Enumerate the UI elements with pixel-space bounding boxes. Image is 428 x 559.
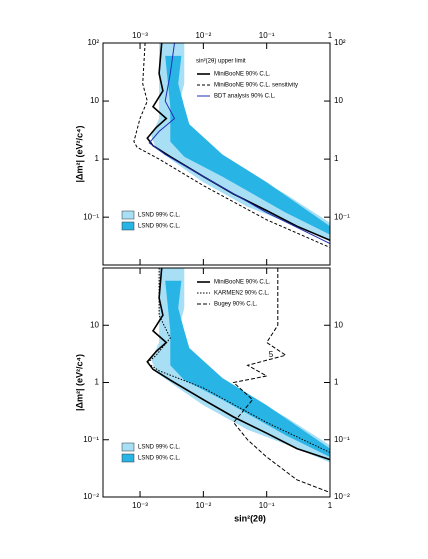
y-tick-label: 10 bbox=[90, 96, 99, 105]
y-tick-label: 10⁻¹ bbox=[83, 212, 99, 221]
legend-label: LSND 90% C.L. bbox=[138, 456, 181, 462]
y-tick-label: 1 bbox=[334, 154, 339, 163]
legend-label: MiniBooNE 90% C.L. sensitivity bbox=[214, 83, 298, 89]
y-tick-label: 10² bbox=[334, 38, 346, 47]
x-tick-label: 10⁻² bbox=[195, 501, 211, 510]
y-tick-label: 10⁻² bbox=[83, 492, 99, 501]
y-tick-label: 1 bbox=[95, 154, 100, 163]
legend-swatch bbox=[121, 210, 135, 220]
legend-label: BDT analysis 90% C.L. bbox=[214, 94, 276, 100]
plot-area bbox=[133, 43, 330, 248]
limit-curve bbox=[146, 268, 330, 453]
y-axis-label: |Δm²| (eV²/c⁴) bbox=[74, 126, 84, 183]
y-tick-label: 10⁻¹ bbox=[83, 435, 99, 444]
y-tick-label: 10⁻² bbox=[334, 492, 350, 501]
x-axis-label: sin²(2θ) bbox=[234, 513, 266, 523]
limit-curve bbox=[146, 268, 330, 461]
y-tick-label: 10² bbox=[87, 38, 99, 47]
legend-label: MiniBooNE 90% C.L. bbox=[214, 72, 271, 78]
y-tick-label: 10 bbox=[334, 96, 343, 105]
annotation: 5 bbox=[269, 350, 274, 359]
x-tick-label: 10⁻² bbox=[195, 31, 211, 40]
y-tick-label: 10 bbox=[90, 320, 99, 329]
limit-curve bbox=[133, 43, 330, 248]
x-tick-label: 10⁻¹ bbox=[259, 501, 275, 510]
x-tick-label: 1 bbox=[328, 501, 333, 510]
limit-curve bbox=[232, 268, 330, 493]
legend-swatch bbox=[121, 453, 135, 463]
legend-swatch bbox=[121, 221, 135, 231]
y-axis-label: |Δm²| (eV²/c⁴) bbox=[74, 354, 84, 411]
legend-label: LSND 90% C.L. bbox=[138, 224, 181, 230]
x-tick-label: 10⁻¹ bbox=[259, 31, 275, 40]
x-tick-label: 10⁻³ bbox=[132, 31, 148, 40]
legend-label: Bugey 90% C.L. bbox=[214, 302, 258, 308]
y-tick-label: 10⁻¹ bbox=[334, 435, 350, 444]
legend-label: MiniBooNE 90% C.L. bbox=[214, 280, 271, 286]
y-tick-label: 10⁻¹ bbox=[334, 212, 350, 221]
plot-area bbox=[146, 268, 330, 493]
legend-swatch bbox=[121, 442, 135, 452]
x-tick-label: 1 bbox=[328, 31, 333, 40]
legend-label: KARMEN2 90% C.L. bbox=[214, 291, 270, 297]
x-tick-label: 10⁻³ bbox=[132, 501, 148, 510]
y-tick-label: 1 bbox=[95, 378, 100, 387]
lsnd-region bbox=[165, 55, 330, 235]
plot-frame bbox=[102, 42, 331, 266]
y-tick-label: 1 bbox=[334, 378, 339, 387]
y-tick-label: 10 bbox=[334, 320, 343, 329]
legend-label: LSND 99% C.L. bbox=[138, 213, 181, 219]
limit-curve bbox=[148, 43, 330, 245]
legend-label: LSND 99% C.L. bbox=[138, 445, 181, 451]
legend-title: sin²(2θ) upper limit bbox=[196, 59, 246, 65]
lsnd-region bbox=[165, 280, 330, 457]
